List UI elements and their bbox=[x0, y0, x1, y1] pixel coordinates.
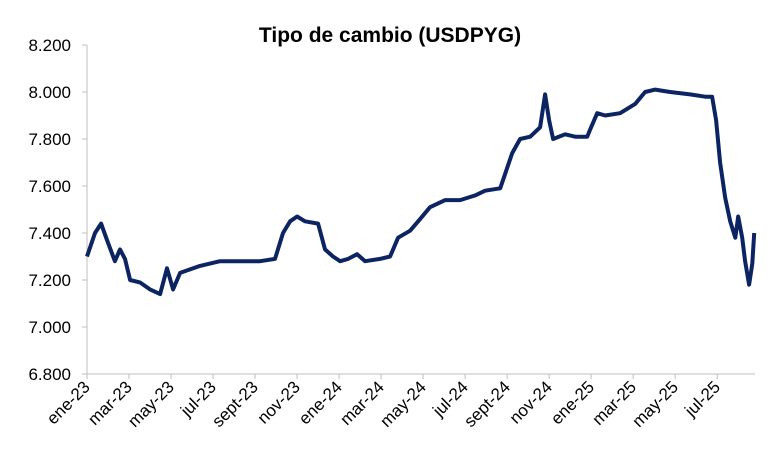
x-tick-label: ene-23 bbox=[43, 377, 94, 428]
line bbox=[85, 87, 757, 297]
x-tick-label: nov-23 bbox=[254, 377, 304, 427]
y-tick-label: 6.800 bbox=[28, 365, 71, 384]
x-tick-label: may-23 bbox=[124, 377, 178, 431]
y-tick-label: 8.200 bbox=[28, 36, 71, 55]
y-tick-label: 7.800 bbox=[28, 130, 71, 149]
x-tick-label: sept-24 bbox=[460, 377, 514, 431]
x-tick-label: may-25 bbox=[628, 377, 682, 431]
y-tick-label: 7.400 bbox=[28, 224, 71, 243]
y-tick-label: 7.200 bbox=[28, 271, 71, 290]
chart-title: Tipo de cambio (USDPYG) bbox=[259, 24, 521, 47]
x-tick-label: ene-24 bbox=[295, 377, 346, 428]
x-tick-label: sept-23 bbox=[208, 377, 262, 431]
x-tick-label: nov-24 bbox=[506, 377, 556, 427]
x-tick-label: ene-25 bbox=[547, 377, 598, 428]
y-tick-label: 7.000 bbox=[28, 318, 71, 337]
y-tick-label: 7.600 bbox=[28, 177, 71, 196]
x-tick-label: may-24 bbox=[376, 377, 430, 431]
y-tick-label: 8.000 bbox=[28, 83, 71, 102]
x-tick-label: jul-25 bbox=[680, 377, 724, 421]
